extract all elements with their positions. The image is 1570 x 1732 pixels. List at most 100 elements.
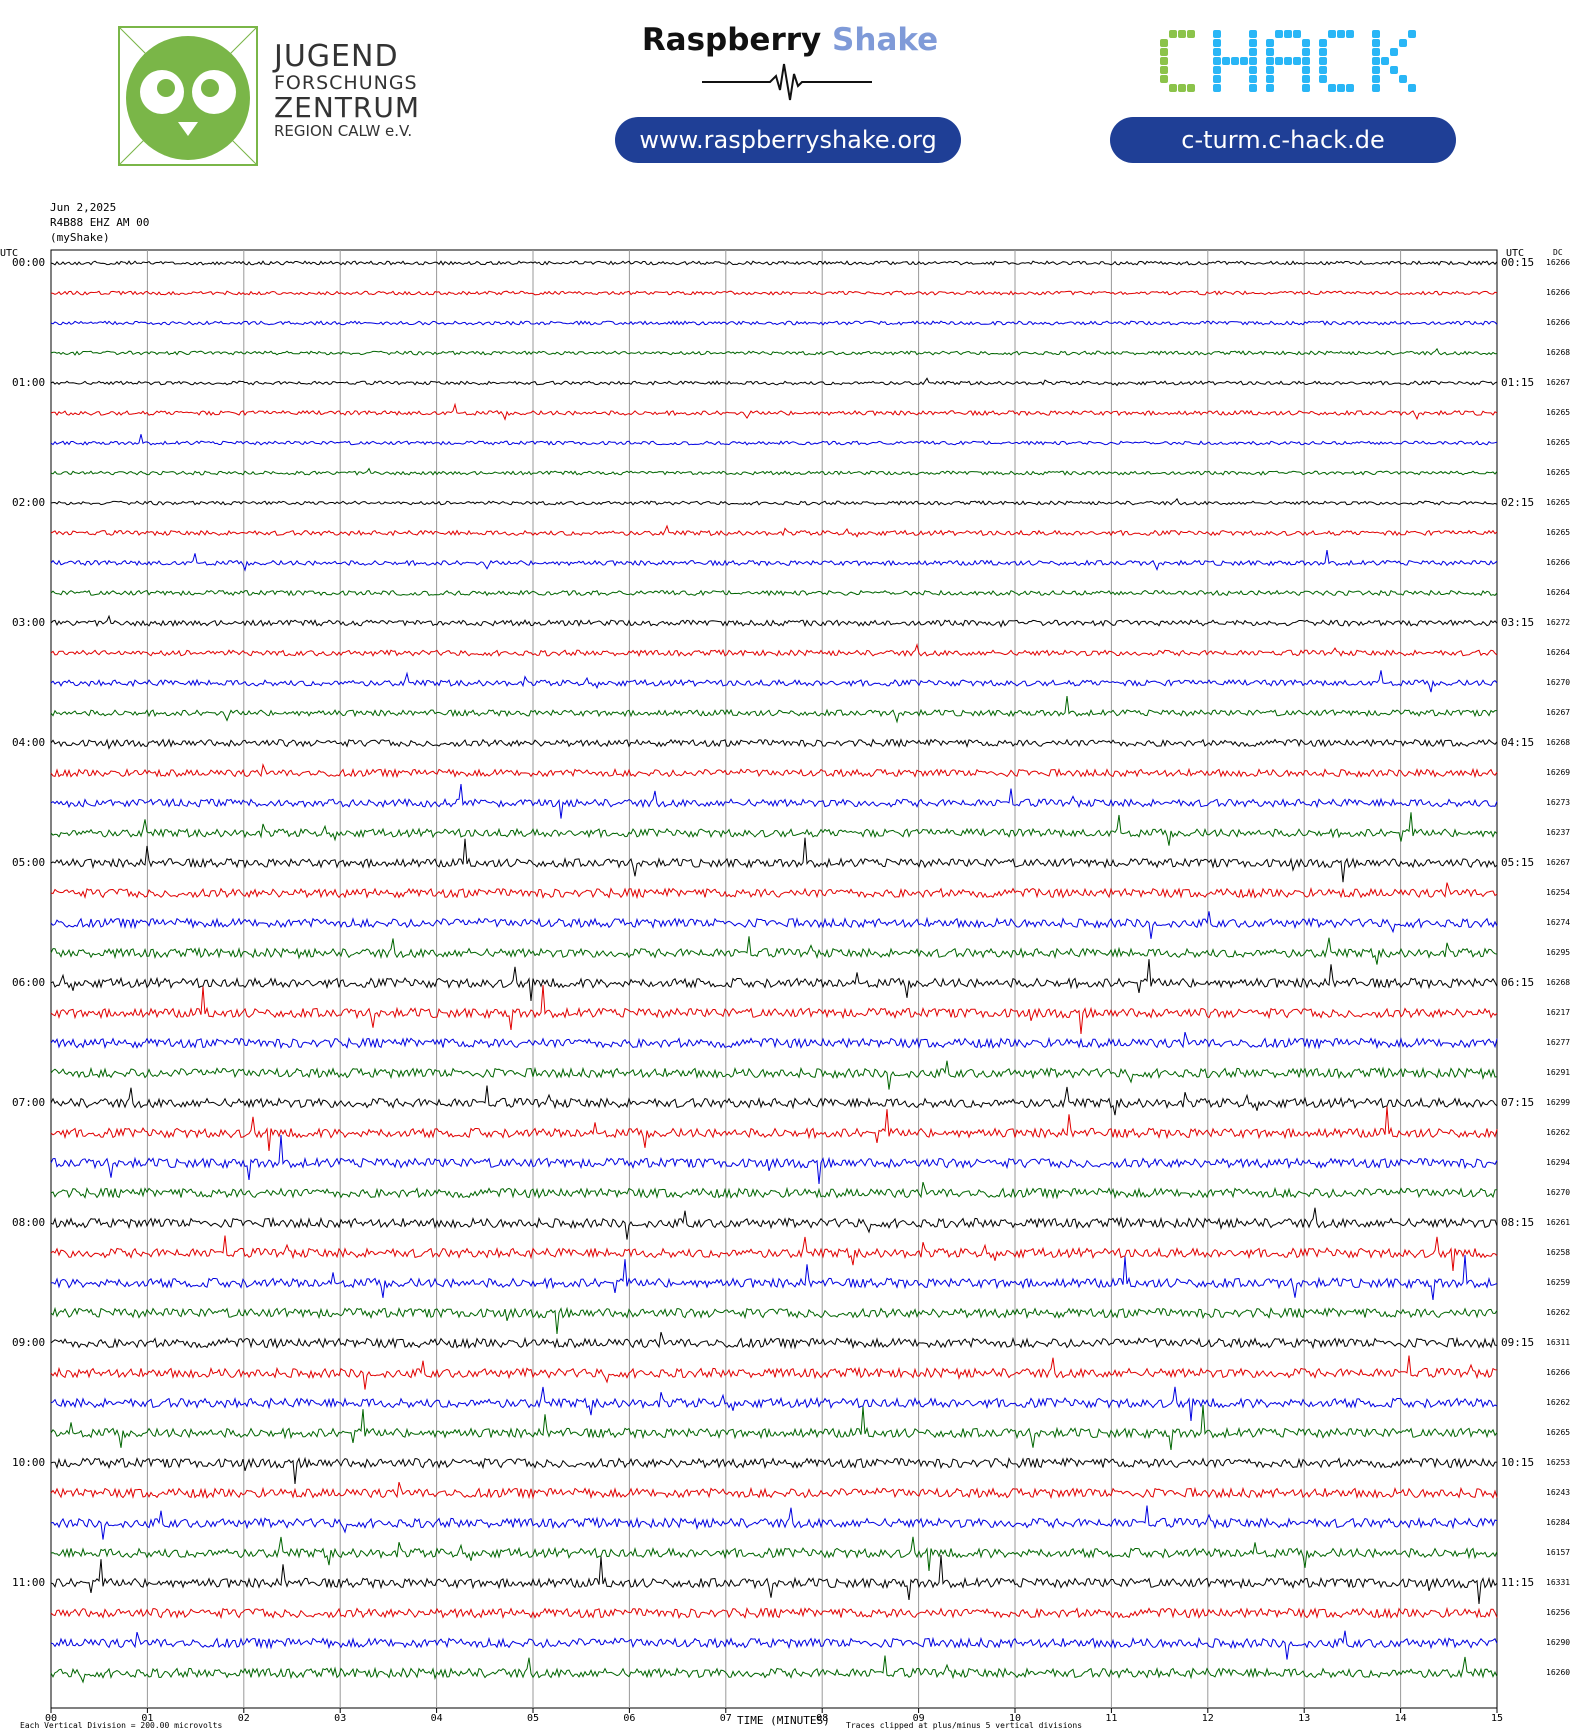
chack-dot — [1284, 57, 1292, 65]
chack-dot — [1160, 48, 1168, 56]
hour-label-right: 00:15 — [1501, 256, 1534, 269]
chack-dot — [1372, 57, 1380, 65]
seismic-trace — [50, 695, 1497, 724]
hour-label-right: 05:15 — [1501, 856, 1534, 869]
chack-dot — [1213, 48, 1221, 56]
dc-value: 16284 — [1546, 1518, 1570, 1527]
dc-value: 16268 — [1546, 738, 1570, 747]
chack-dot — [1337, 30, 1345, 38]
seismic-trace — [50, 1630, 1498, 1660]
chack-dot — [1372, 39, 1380, 47]
chack-dot — [1160, 57, 1168, 65]
x-tick-label: 14 — [1395, 1713, 1407, 1724]
hour-label-left: 01:00 — [12, 376, 45, 389]
dc-value: 16265 — [1546, 468, 1570, 477]
jfz-line4: REGION CALW e.V. — [274, 122, 413, 140]
chack-dot — [1231, 57, 1239, 65]
dc-title: DC — [1553, 248, 1563, 257]
chack-dot — [1266, 57, 1274, 65]
chack-dot — [1266, 84, 1274, 92]
chack-dot — [1319, 57, 1327, 65]
seismic-trace — [50, 837, 1498, 883]
seismic-trace — [50, 763, 1498, 779]
chack-dot — [1293, 30, 1301, 38]
seismic-trace — [50, 320, 1498, 326]
dc-value: 16262 — [1546, 1398, 1570, 1407]
seismic-trace — [50, 1355, 1498, 1390]
seismic-trace — [50, 984, 1498, 1035]
chack-dot — [1302, 39, 1310, 47]
raspberryshake-url-pill[interactable]: www.raspberryshake.org — [615, 117, 961, 163]
seismic-trace — [50, 1331, 1498, 1350]
jfz-line3: ZENTRUM — [274, 91, 421, 124]
x-tick-label: 12 — [1202, 1713, 1214, 1724]
chack-dot — [1160, 75, 1168, 83]
seismic-trace — [50, 1606, 1498, 1620]
chack-dot — [1372, 66, 1380, 74]
chack-dot — [1169, 30, 1177, 38]
dc-value: 16265 — [1546, 1428, 1570, 1437]
hour-label-left: 11:00 — [12, 1576, 45, 1589]
seismic-trace — [50, 589, 1498, 597]
dc-value: 16237 — [1546, 828, 1570, 837]
dc-value: 16291 — [1546, 1068, 1570, 1077]
seismic-trace — [50, 402, 1498, 421]
hour-label-right: 08:15 — [1501, 1216, 1534, 1229]
dc-value: 16266 — [1546, 258, 1570, 267]
hour-label-left: 10:00 — [12, 1456, 45, 1469]
chack-dot — [1213, 57, 1221, 65]
dc-value: 16256 — [1546, 1608, 1570, 1617]
left-axis-title: UTC — [0, 248, 18, 259]
dc-value: 16331 — [1546, 1578, 1570, 1587]
dc-value: 16266 — [1546, 288, 1570, 297]
chack-dot — [1178, 84, 1186, 92]
chack-dot — [1213, 66, 1221, 74]
seismic-trace — [50, 347, 1498, 356]
x-tick-label: 04 — [431, 1713, 443, 1724]
dc-value: 16267 — [1546, 708, 1570, 717]
seismic-trace — [50, 882, 1498, 900]
seismic-trace — [50, 1134, 1498, 1185]
hour-label-right: 02:15 — [1501, 496, 1534, 509]
x-tick-label: 10 — [1009, 1713, 1021, 1724]
chack-dot — [1319, 75, 1327, 83]
raspberry-shake-logo: Raspberry Shake — [640, 22, 940, 58]
hour-label-right: 11:15 — [1501, 1576, 1534, 1589]
seismic-trace — [50, 260, 1498, 266]
x-axis-label: TIME (MINUTES) — [737, 1714, 830, 1727]
chack-dot — [1319, 39, 1327, 47]
x-tick-label: 02 — [238, 1713, 250, 1724]
chack-dot — [1266, 75, 1274, 83]
chack-dot — [1328, 30, 1336, 38]
chack-dot — [1249, 30, 1257, 38]
hour-label-right: 04:15 — [1501, 736, 1534, 749]
seismic-trace — [50, 1306, 1498, 1335]
x-tick-label: 06 — [623, 1713, 635, 1724]
dc-value: 16290 — [1546, 1638, 1570, 1647]
chack-dot — [1187, 84, 1195, 92]
chack-dot — [1266, 39, 1274, 47]
seismic-trace — [50, 1404, 1498, 1450]
chack-url-pill[interactable]: c-turm.c-hack.de — [1110, 117, 1456, 163]
dc-values: 16266 16266 16266 16268 16267 16265 16265 16265… — [1546, 258, 1570, 1677]
chack-dot — [1319, 66, 1327, 74]
chack-dot — [1249, 48, 1257, 56]
seismic-trace — [50, 670, 1498, 693]
x-tick-label: 09 — [913, 1713, 925, 1724]
chack-dot — [1381, 57, 1389, 65]
chack-dot — [1302, 48, 1310, 56]
dc-value: 16266 — [1546, 1368, 1570, 1377]
chack-dot — [1390, 48, 1398, 56]
x-tick-label: 15 — [1491, 1713, 1503, 1724]
chack-dot — [1346, 30, 1354, 38]
chack-dot — [1275, 57, 1283, 65]
dc-value: 16277 — [1546, 1038, 1570, 1047]
dc-value: 16266 — [1546, 558, 1570, 567]
chack-dot — [1169, 84, 1177, 92]
x-tick-label: 08 — [816, 1713, 828, 1724]
x-axis-ticks: 00 01 02 03 04 05 06 07 08 09 10 11 12 13 14 15 — [45, 1708, 1503, 1724]
seismic-trace — [50, 524, 1498, 538]
chack-dot — [1319, 48, 1327, 56]
traces — [50, 260, 1498, 1684]
hour-label-left: 08:00 — [12, 1216, 45, 1229]
